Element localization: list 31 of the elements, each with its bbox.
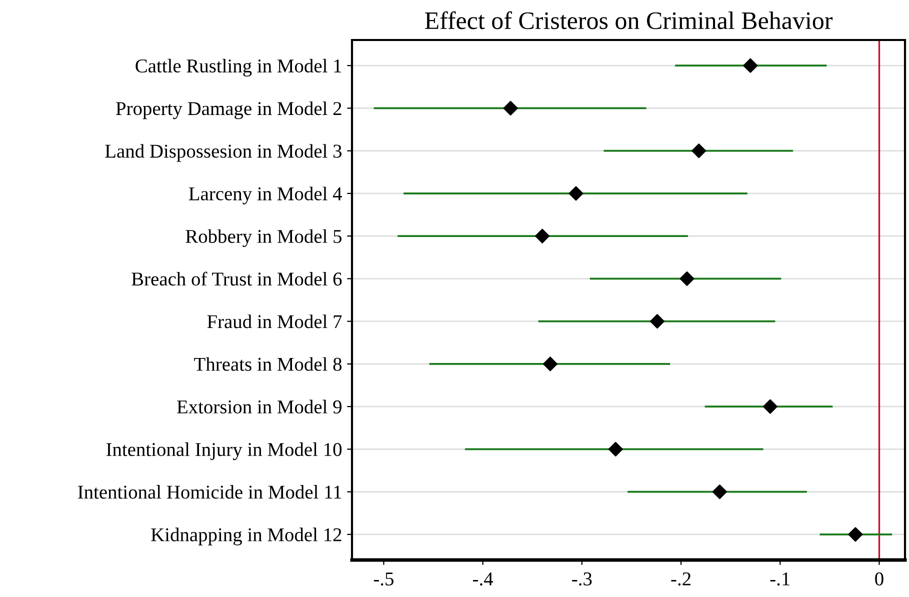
point <box>848 527 863 542</box>
point <box>692 144 706 158</box>
y-tick-label: Larceny in Model 4 <box>188 186 342 204</box>
chart-title: Effect of Cristeros on Criminal Behavior <box>424 11 833 30</box>
point <box>503 100 518 116</box>
y-tick-label: Threats in Model 8 <box>194 357 342 371</box>
y-tick-label: Intentional Injury in Model 10 <box>106 442 342 460</box>
point <box>762 399 778 414</box>
point <box>534 228 550 244</box>
x-tick-label: -.1 <box>770 572 790 586</box>
y-tick-label: Intentional Homicide in Model 11 <box>78 485 342 499</box>
y-tick-label: Robbery in Model 5 <box>186 229 342 248</box>
x-tick-label: -.5 <box>374 572 394 586</box>
y-tick-label: Breach of Trust in Model 6 <box>132 272 342 286</box>
y-tick-label: Fraud in Model 7 <box>207 314 342 328</box>
x-tick-label: -.4 <box>473 572 494 586</box>
y-tick-label: Property Damage in Model 2 <box>116 101 342 120</box>
x-tick-label: -.2 <box>671 572 690 586</box>
point <box>680 271 694 286</box>
point <box>542 356 558 372</box>
y-tick-label: Extorsion in Model 9 <box>177 400 342 414</box>
point <box>608 442 623 456</box>
y-tick-label: Kidnapping in Model 12 <box>151 528 342 546</box>
y-tick-label: Land Dispossesion in Model 3 <box>105 144 342 162</box>
point <box>568 186 584 201</box>
point <box>712 484 727 500</box>
y-tick-label: Cattle Rustling in Model 1 <box>136 58 342 77</box>
x-tick-label: 0 <box>875 572 884 586</box>
x-tick-label: -.3 <box>572 572 592 586</box>
point <box>743 58 758 73</box>
point <box>650 314 665 329</box>
